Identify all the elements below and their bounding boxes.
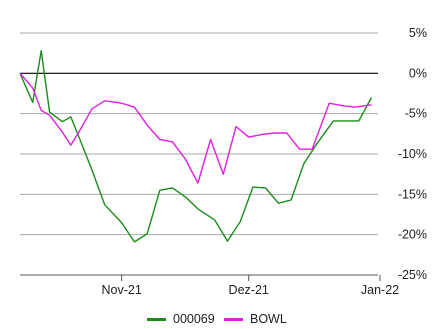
x-tick-label: Nov-21: [101, 283, 141, 297]
x-tick-label: Jan-22: [361, 283, 399, 297]
x-tick-label: Dez-21: [229, 283, 269, 297]
y-tick-label: 0%: [409, 66, 427, 80]
legend: 000069 BOWL: [147, 312, 287, 326]
y-tick-label: -10%: [398, 147, 427, 161]
series-line-bowl: [19, 72, 372, 184]
y-tick-label: -5%: [405, 107, 427, 121]
y-tick-label: 5%: [409, 26, 427, 40]
y-tick-label: -25%: [398, 268, 427, 282]
legend-label: 000069: [173, 312, 215, 326]
y-tick-label: -15%: [398, 187, 427, 201]
series-lines: [19, 50, 373, 243]
y-tick-label: -20%: [398, 228, 427, 242]
y-axis: 5% 0% -5% -10% -15% -20% -25%: [398, 26, 427, 282]
legend-swatch: [147, 318, 166, 321]
legend-swatch: [224, 318, 243, 321]
x-tick-labels: Nov-21 Dez-21 Jan-22: [101, 275, 399, 297]
series-line-000069: [19, 50, 373, 243]
legend-label: BOWL: [250, 312, 287, 326]
grid-lines: [20, 32, 378, 276]
